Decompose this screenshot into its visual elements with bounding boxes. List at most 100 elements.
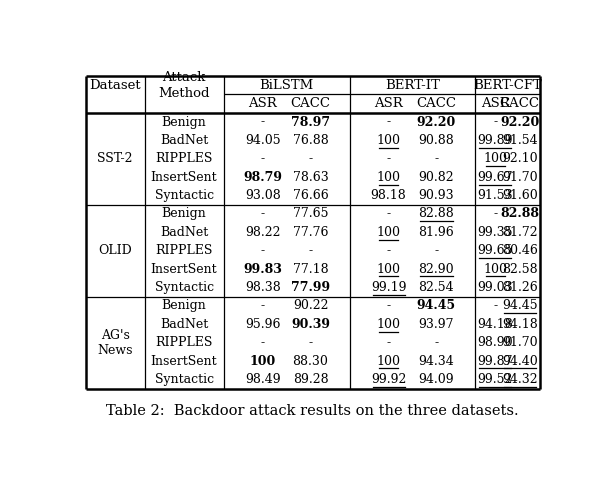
Text: -: -	[387, 336, 390, 349]
Text: 82.90: 82.90	[418, 263, 454, 276]
Text: Benign: Benign	[162, 300, 206, 312]
Text: 81.96: 81.96	[418, 226, 454, 239]
Text: 91.53: 91.53	[478, 189, 513, 202]
Text: 76.88: 76.88	[293, 134, 328, 147]
Text: 94.09: 94.09	[418, 373, 454, 386]
Text: 99.65: 99.65	[478, 244, 513, 257]
Text: 91.60: 91.60	[502, 189, 537, 202]
Text: RIPPLES: RIPPLES	[156, 153, 213, 165]
Text: -: -	[387, 208, 390, 220]
Text: BiLSTM: BiLSTM	[259, 79, 314, 92]
Text: -: -	[387, 300, 390, 312]
Text: BadNet: BadNet	[160, 318, 208, 331]
Text: 94.45: 94.45	[417, 300, 456, 312]
Text: 94.45: 94.45	[502, 300, 537, 312]
Text: Dataset: Dataset	[89, 79, 141, 92]
Text: 100: 100	[483, 263, 508, 276]
Text: -: -	[260, 336, 265, 349]
Text: -: -	[387, 116, 390, 128]
Text: 78.97: 78.97	[291, 116, 330, 128]
Text: 93.08: 93.08	[245, 189, 281, 202]
Text: 93.97: 93.97	[418, 318, 454, 331]
Text: 99.35: 99.35	[478, 226, 513, 239]
Text: 99.87: 99.87	[478, 355, 513, 368]
Text: -: -	[434, 153, 439, 165]
Text: -: -	[309, 336, 312, 349]
Text: -: -	[387, 244, 390, 257]
Text: 90.88: 90.88	[418, 134, 454, 147]
Text: 91.70: 91.70	[502, 171, 537, 184]
Text: -: -	[434, 336, 439, 349]
Text: 100: 100	[376, 355, 401, 368]
Text: 99.67: 99.67	[478, 171, 513, 184]
Text: -: -	[260, 208, 265, 220]
Text: 82.88: 82.88	[418, 208, 454, 220]
Text: 94.18: 94.18	[478, 318, 513, 331]
Text: 95.96: 95.96	[245, 318, 281, 331]
Text: 98.38: 98.38	[245, 281, 281, 294]
Text: 82.58: 82.58	[502, 263, 537, 276]
Text: -: -	[387, 153, 390, 165]
Text: 99.52: 99.52	[478, 373, 513, 386]
Text: Attack
Method: Attack Method	[159, 71, 210, 100]
Text: Table 2:  Backdoor attack results on the three datasets.: Table 2: Backdoor attack results on the …	[106, 404, 519, 418]
Text: Syntactic: Syntactic	[154, 281, 214, 294]
Text: 91.54: 91.54	[502, 134, 537, 147]
Text: SST-2: SST-2	[98, 153, 133, 165]
Text: BadNet: BadNet	[160, 226, 208, 239]
Text: 77.99: 77.99	[291, 281, 330, 294]
Text: -: -	[260, 244, 265, 257]
Text: 98.49: 98.49	[245, 373, 281, 386]
Text: 82.88: 82.88	[500, 208, 539, 220]
Text: InsertSent: InsertSent	[151, 171, 217, 184]
Text: 81.26: 81.26	[502, 281, 537, 294]
Text: ASR: ASR	[374, 97, 403, 110]
Text: 98.90: 98.90	[478, 336, 513, 349]
Text: 94.18: 94.18	[502, 318, 537, 331]
Text: 77.76: 77.76	[293, 226, 328, 239]
Text: 88.30: 88.30	[293, 355, 328, 368]
Text: 94.40: 94.40	[502, 355, 537, 368]
Text: -: -	[260, 153, 265, 165]
Text: CACC: CACC	[290, 97, 331, 110]
Text: 99.92: 99.92	[371, 373, 406, 386]
Text: 92.10: 92.10	[502, 153, 537, 165]
Text: 98.22: 98.22	[245, 226, 281, 239]
Text: 98.79: 98.79	[243, 171, 282, 184]
Text: -: -	[260, 116, 265, 128]
Text: 78.63: 78.63	[293, 171, 328, 184]
Text: 92.20: 92.20	[417, 116, 456, 128]
Text: CACC: CACC	[417, 97, 456, 110]
Text: 99.03: 99.03	[478, 281, 513, 294]
Text: Benign: Benign	[162, 208, 206, 220]
Text: 91.70: 91.70	[502, 336, 537, 349]
Text: BERT-CFT: BERT-CFT	[473, 79, 542, 92]
Text: InsertSent: InsertSent	[151, 263, 217, 276]
Text: 99.89: 99.89	[478, 134, 513, 147]
Text: -: -	[493, 208, 497, 220]
Text: 98.18: 98.18	[371, 189, 406, 202]
Text: 90.82: 90.82	[418, 171, 454, 184]
Text: 99.19: 99.19	[371, 281, 406, 294]
Text: 77.18: 77.18	[293, 263, 328, 276]
Text: -: -	[493, 300, 497, 312]
Text: RIPPLES: RIPPLES	[156, 336, 213, 349]
Text: InsertSent: InsertSent	[151, 355, 217, 368]
Text: 94.32: 94.32	[502, 373, 537, 386]
Text: 100: 100	[376, 134, 401, 147]
Text: 99.83: 99.83	[243, 263, 282, 276]
Text: ASR: ASR	[248, 97, 277, 110]
Text: 90.93: 90.93	[418, 189, 454, 202]
Text: 90.22: 90.22	[293, 300, 328, 312]
Text: 90.39: 90.39	[291, 318, 330, 331]
Text: 94.34: 94.34	[418, 355, 454, 368]
Text: 77.65: 77.65	[293, 208, 328, 220]
Text: 94.05: 94.05	[245, 134, 281, 147]
Text: 100: 100	[483, 153, 508, 165]
Text: RIPPLES: RIPPLES	[156, 244, 213, 257]
Text: Benign: Benign	[162, 116, 206, 128]
Text: AG's
News: AG's News	[98, 329, 133, 357]
Text: ASR: ASR	[481, 97, 510, 110]
Text: 100: 100	[376, 263, 401, 276]
Text: -: -	[309, 244, 312, 257]
